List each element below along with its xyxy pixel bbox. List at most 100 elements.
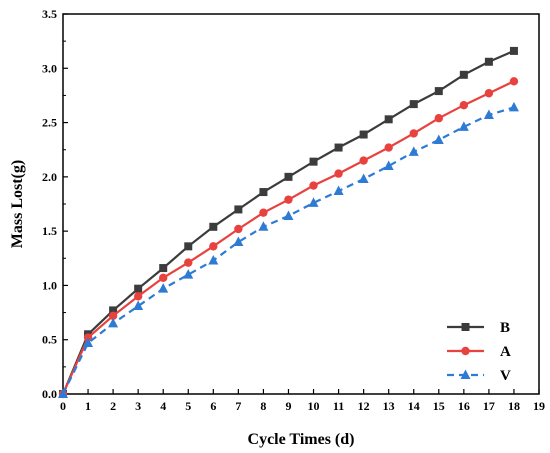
- x-tick-label: 3: [135, 399, 141, 413]
- data-point-v: [183, 269, 194, 279]
- data-point-b: [509, 46, 518, 55]
- data-point-b: [159, 264, 168, 273]
- x-tick-label: 10: [308, 399, 320, 413]
- data-point-v: [433, 134, 444, 144]
- y-tick-label: 3.0: [42, 61, 57, 75]
- data-point-v: [383, 160, 394, 170]
- x-tick-label: 7: [235, 399, 241, 413]
- data-point-a: [259, 208, 268, 217]
- data-point-b: [259, 188, 268, 197]
- data-point-b: [234, 205, 243, 214]
- x-tick-label: 14: [408, 399, 420, 413]
- data-point-a: [108, 311, 118, 321]
- data-point-a: [284, 195, 293, 204]
- data-point-a: [359, 156, 368, 165]
- data-point-v: [133, 300, 144, 311]
- x-tick-label: 17: [483, 399, 495, 413]
- legend-label-a: A: [500, 344, 511, 360]
- data-point-a: [459, 101, 469, 110]
- series-line-b: [61, 49, 515, 395]
- x-tick-label: 2: [110, 399, 116, 413]
- series-a: [58, 77, 519, 399]
- y-tick-label: 1.0: [42, 278, 57, 292]
- data-point-a: [133, 292, 143, 301]
- data-point-v: [483, 109, 494, 119]
- x-tick-label: 4: [160, 399, 166, 413]
- data-point-v: [458, 121, 469, 131]
- x-tick-label: 15: [433, 399, 445, 413]
- y-tick-label: 1.5: [42, 224, 57, 238]
- data-point-v: [358, 173, 369, 184]
- x-tick-label: 12: [358, 399, 370, 413]
- y-axis-title: Mass Lost(g): [9, 160, 26, 248]
- data-point-a: [434, 114, 443, 123]
- data-point-v: [208, 254, 219, 265]
- data-point-a: [484, 89, 494, 98]
- data-point-v: [333, 185, 344, 195]
- data-point-v: [408, 146, 419, 156]
- x-axis-title: Cycle Times (d): [248, 431, 355, 448]
- legend: BAV: [447, 320, 511, 384]
- series-line-v: [62, 106, 515, 395]
- x-tick-label: 1: [85, 399, 91, 413]
- legend-label-b: B: [500, 320, 510, 336]
- x-tick-label: 0: [60, 399, 66, 413]
- x-tick-label: 16: [458, 399, 470, 413]
- data-point-b: [284, 172, 293, 181]
- data-point-a: [384, 143, 393, 152]
- x-tick-label: 9: [285, 399, 291, 413]
- data-point-b: [309, 157, 318, 166]
- data-point-v: [233, 236, 244, 246]
- data-point-b: [334, 143, 343, 152]
- data-point-b: [359, 130, 368, 139]
- y-tick-label: 2.0: [42, 170, 57, 184]
- y-tick-label: 0.5: [42, 333, 57, 347]
- legend-label-v: V: [500, 368, 511, 384]
- data-point-a: [334, 169, 343, 178]
- data-point-b: [109, 306, 118, 315]
- data-point-a: [159, 273, 168, 283]
- data-point-b: [134, 284, 143, 293]
- x-tick-label: 11: [333, 399, 344, 413]
- series-b: [59, 46, 518, 398]
- series-v: [58, 101, 519, 398]
- x-tick-label: 8: [260, 399, 266, 413]
- data-point-v: [108, 317, 119, 328]
- data-point-v: [58, 388, 68, 398]
- x-tick-label: 5: [185, 399, 191, 413]
- y-tick-label: 2.5: [42, 116, 57, 130]
- data-point-v: [83, 337, 94, 347]
- axis-ticks: 0 1 2 3 4 5 6 7 8 9 10 11 12 13 14 15 16 17 18 190.00.51.01…: [42, 7, 545, 413]
- data-point-v: [258, 221, 269, 231]
- data-point-b: [484, 57, 493, 66]
- legend-marker-v: [460, 369, 471, 379]
- data-point-b: [459, 70, 468, 79]
- data-point-b: [209, 222, 218, 231]
- series-line-a: [61, 80, 515, 395]
- data-point-b: [184, 242, 193, 251]
- data-point-v: [158, 283, 169, 293]
- x-tick-label: 18: [508, 399, 520, 413]
- x-tick-label: 6: [210, 399, 216, 413]
- x-tick-label: 19: [533, 399, 545, 413]
- data-point-a: [234, 224, 243, 234]
- y-tick-label: 3.5: [42, 7, 57, 21]
- data-point-a: [184, 258, 193, 267]
- data-point-a: [409, 129, 418, 138]
- data-point-a: [309, 181, 318, 190]
- x-tick-label: 13: [383, 399, 395, 413]
- y-tick-label: 0.0: [42, 387, 57, 401]
- data-point-b: [434, 87, 443, 96]
- legend-marker-a: [461, 346, 470, 356]
- data-point-v: [283, 210, 294, 220]
- data-point-a: [209, 242, 218, 251]
- data-point-v: [508, 101, 519, 112]
- data-point-b: [384, 115, 393, 124]
- legend-marker-b: [461, 323, 470, 331]
- data-point-a: [509, 77, 519, 86]
- data-point-b: [409, 100, 418, 109]
- series-lines: [58, 46, 519, 399]
- data-point-v: [308, 197, 319, 207]
